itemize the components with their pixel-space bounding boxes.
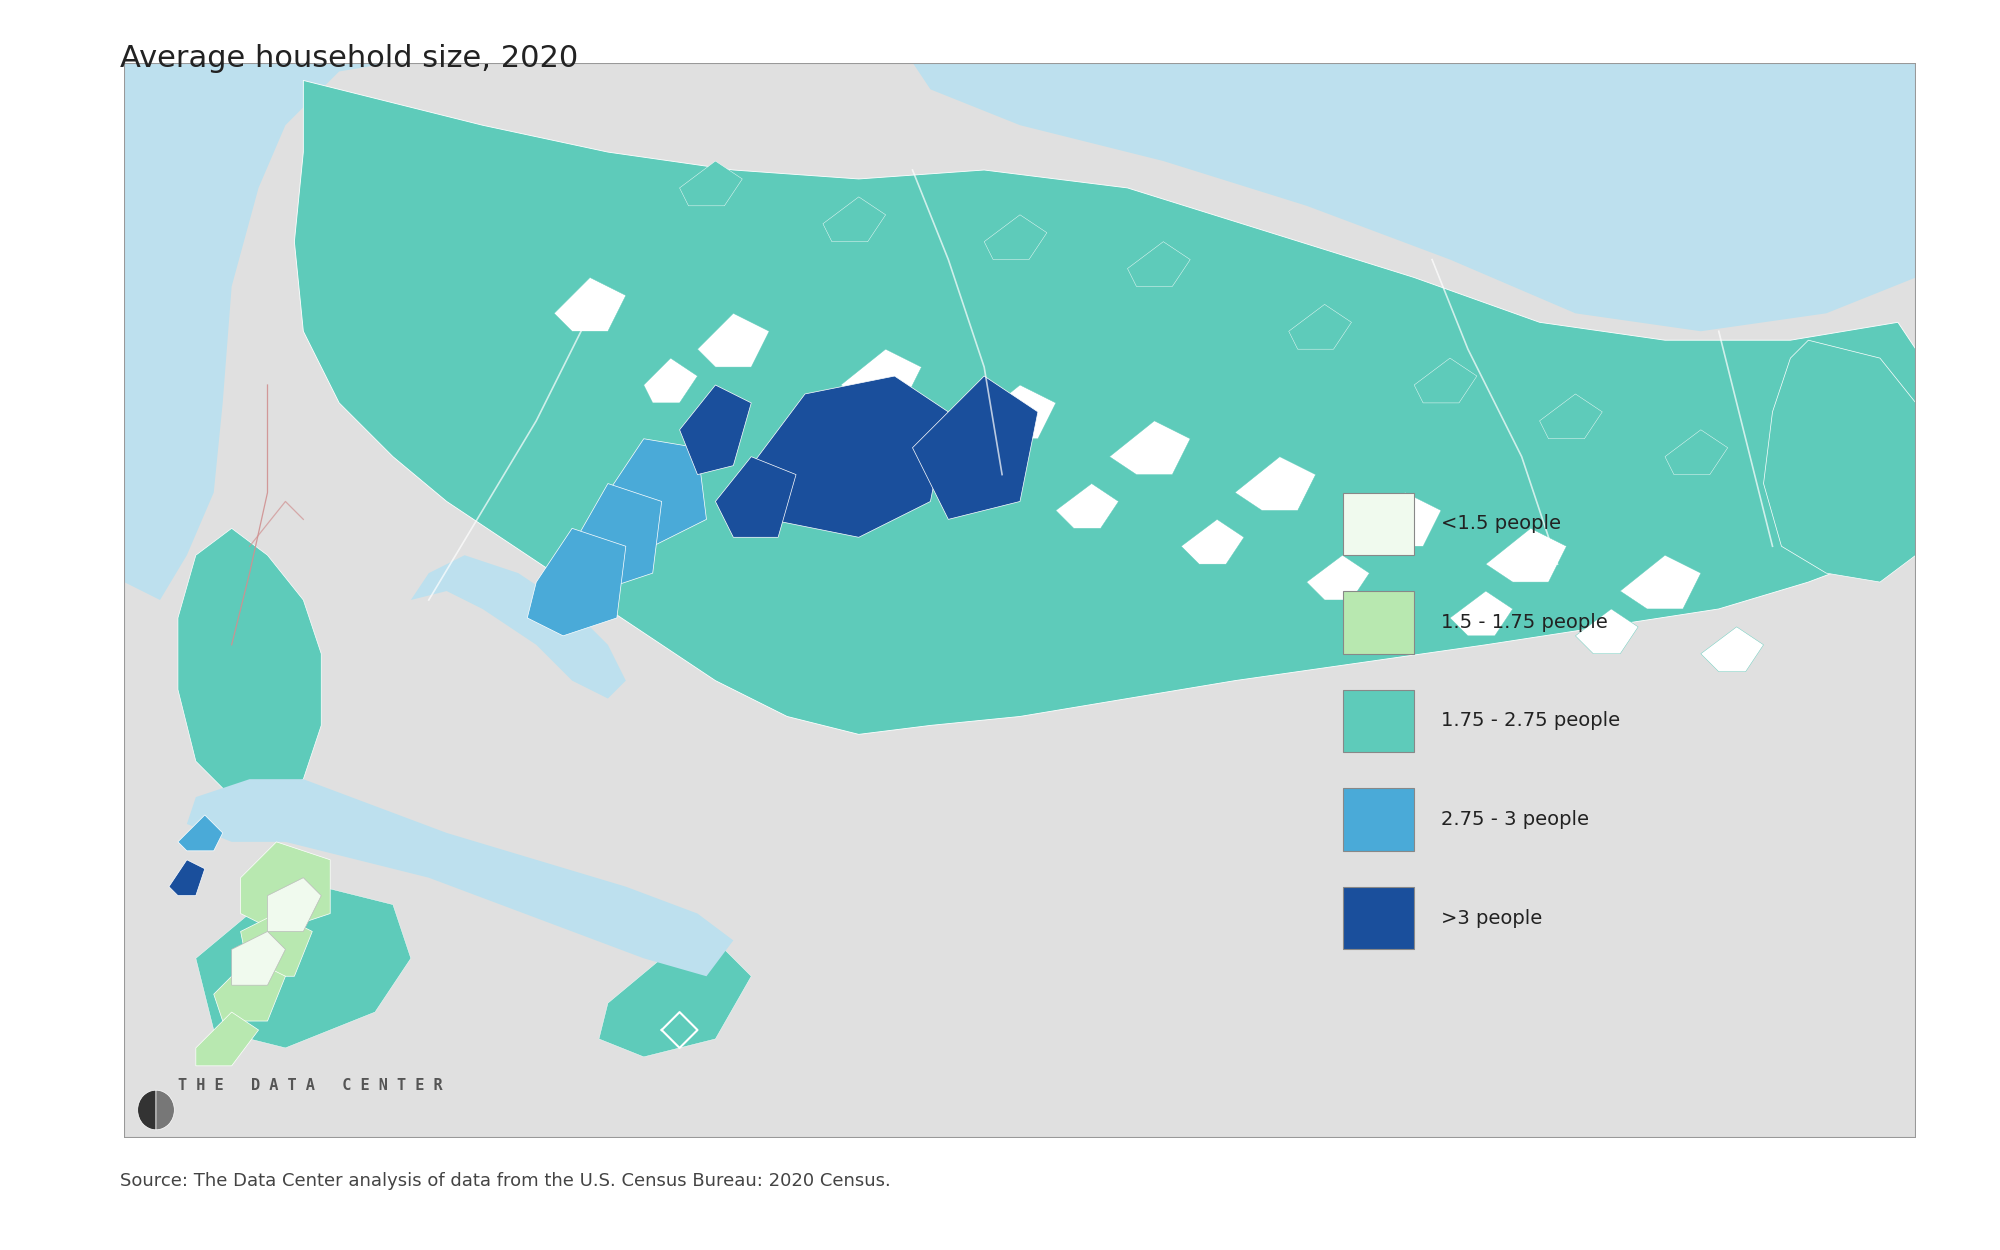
Polygon shape — [196, 1013, 258, 1066]
Polygon shape — [598, 940, 752, 1058]
Polygon shape — [1414, 357, 1476, 402]
Polygon shape — [178, 529, 322, 806]
Polygon shape — [1182, 520, 1244, 564]
Polygon shape — [1236, 456, 1316, 510]
FancyBboxPatch shape — [1342, 690, 1414, 752]
Text: 1.5 - 1.75 people: 1.5 - 1.75 people — [1442, 612, 1608, 632]
FancyBboxPatch shape — [1342, 886, 1414, 950]
Polygon shape — [410, 555, 626, 699]
Polygon shape — [680, 385, 752, 475]
Polygon shape — [840, 349, 922, 403]
Polygon shape — [214, 959, 286, 1021]
Polygon shape — [196, 886, 410, 1048]
Polygon shape — [1360, 492, 1442, 546]
Polygon shape — [186, 779, 734, 976]
Text: >3 people: >3 people — [1442, 909, 1542, 928]
Polygon shape — [698, 314, 770, 368]
FancyBboxPatch shape — [124, 62, 1916, 1138]
Polygon shape — [178, 815, 222, 851]
Polygon shape — [268, 878, 322, 931]
Polygon shape — [984, 215, 1046, 260]
Polygon shape — [1128, 241, 1190, 286]
Text: 2.75 - 3 people: 2.75 - 3 people — [1442, 810, 1590, 829]
Text: Average household size, 2020: Average household size, 2020 — [120, 44, 578, 72]
Text: <1.5 people: <1.5 people — [1442, 514, 1562, 534]
Polygon shape — [240, 914, 312, 976]
Polygon shape — [528, 529, 626, 636]
FancyBboxPatch shape — [1342, 492, 1414, 555]
Text: Source: The Data Center analysis of data from the U.S. Census Bureau: 2020 Censu: Source: The Data Center analysis of data… — [120, 1172, 890, 1190]
Polygon shape — [554, 278, 626, 331]
Polygon shape — [1700, 628, 1764, 671]
Polygon shape — [240, 842, 330, 931]
Text: 1.75 - 2.75 people: 1.75 - 2.75 people — [1442, 711, 1620, 730]
Text: T H E   D A T A   C E N T E R: T H E D A T A C E N T E R — [178, 1078, 442, 1092]
Wedge shape — [156, 1090, 174, 1130]
Polygon shape — [1764, 340, 1916, 582]
Polygon shape — [1288, 304, 1352, 349]
Polygon shape — [608, 439, 706, 546]
Polygon shape — [168, 860, 204, 895]
Polygon shape — [644, 357, 698, 402]
Polygon shape — [822, 196, 886, 241]
Polygon shape — [680, 161, 742, 206]
Polygon shape — [564, 484, 662, 591]
Polygon shape — [912, 62, 1916, 331]
Polygon shape — [124, 62, 1916, 1138]
Polygon shape — [1540, 394, 1602, 439]
Wedge shape — [138, 1090, 156, 1130]
Polygon shape — [124, 62, 392, 600]
Polygon shape — [1576, 609, 1638, 654]
Polygon shape — [1620, 555, 1700, 609]
FancyBboxPatch shape — [1342, 789, 1414, 851]
Polygon shape — [752, 376, 948, 538]
Polygon shape — [976, 385, 1056, 439]
Polygon shape — [1056, 484, 1118, 529]
Polygon shape — [232, 931, 286, 985]
Polygon shape — [1666, 430, 1728, 475]
Polygon shape — [788, 412, 850, 456]
Polygon shape — [294, 80, 1916, 734]
Polygon shape — [1450, 591, 1512, 636]
Polygon shape — [1486, 529, 1566, 582]
Polygon shape — [1306, 555, 1370, 600]
Polygon shape — [1110, 421, 1190, 475]
Polygon shape — [912, 376, 1038, 520]
FancyBboxPatch shape — [1342, 591, 1414, 654]
Polygon shape — [716, 456, 796, 538]
